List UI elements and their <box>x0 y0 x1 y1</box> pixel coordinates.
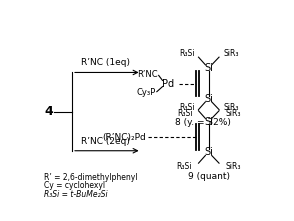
Text: 9 (quant): 9 (quant) <box>188 172 230 181</box>
Text: Cy₃P: Cy₃P <box>136 88 156 97</box>
Text: (R’NC)₂Pd: (R’NC)₂Pd <box>102 133 146 142</box>
Text: Cy = cyclohexyl: Cy = cyclohexyl <box>44 181 105 190</box>
Text: Si: Si <box>204 63 213 73</box>
Text: R’NC (2eq): R’NC (2eq) <box>81 137 130 146</box>
Text: 8 (y. = 32%): 8 (y. = 32%) <box>175 118 231 127</box>
Text: SiR₃: SiR₃ <box>226 109 241 118</box>
Text: SiR₃: SiR₃ <box>224 103 239 112</box>
Text: R’NC (1eq): R’NC (1eq) <box>81 58 130 67</box>
Text: R’NC: R’NC <box>137 70 158 79</box>
Text: R₃Si: R₃Si <box>176 162 192 171</box>
Text: Si: Si <box>204 117 213 127</box>
Text: R₃Si: R₃Si <box>180 49 195 58</box>
Text: R’ = 2,6-dimethylphenyl: R’ = 2,6-dimethylphenyl <box>44 173 137 182</box>
Text: SiR₃: SiR₃ <box>226 162 241 171</box>
Text: R₃Si = t-BuMe₂Si: R₃Si = t-BuMe₂Si <box>44 190 107 199</box>
Text: Si: Si <box>204 147 213 157</box>
Text: SiR₃: SiR₃ <box>224 49 239 58</box>
Text: Pd: Pd <box>162 78 174 89</box>
Text: Si: Si <box>204 94 213 104</box>
Text: 4: 4 <box>45 105 54 118</box>
Text: R₃Si: R₃Si <box>179 103 195 112</box>
Text: R₃Si: R₃Si <box>177 109 192 118</box>
